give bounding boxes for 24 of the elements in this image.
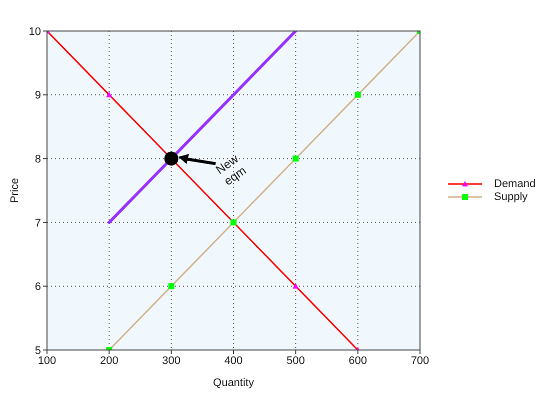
point bbox=[292, 156, 299, 162]
point bbox=[354, 92, 361, 98]
point bbox=[106, 92, 112, 98]
y-tick-label: 6 bbox=[34, 281, 41, 294]
y-tick-label: 10 bbox=[28, 26, 41, 38]
x-tick-label: 500 bbox=[286, 354, 305, 367]
annotation: New eqm bbox=[213, 152, 249, 188]
x-tick-label: 200 bbox=[100, 354, 118, 367]
x-tick-label: 700 bbox=[410, 354, 430, 367]
y-tick-label: 9 bbox=[34, 90, 41, 102]
y-axis-title: Price bbox=[8, 178, 21, 204]
legend-label: Demand bbox=[494, 178, 536, 190]
x-tick-label: 300 bbox=[162, 354, 181, 367]
y-tick-label: 7 bbox=[34, 217, 41, 230]
y-tick-label: 5 bbox=[34, 344, 41, 357]
point bbox=[292, 283, 299, 289]
x-tick-label: 100 bbox=[38, 354, 56, 367]
x-tick-label: 600 bbox=[348, 354, 368, 367]
x-tick-label: 400 bbox=[224, 354, 243, 367]
x-axis-title: Quantity bbox=[213, 377, 254, 389]
legend-label: Supply bbox=[494, 191, 528, 203]
y-tick-label: 8 bbox=[34, 154, 41, 166]
point bbox=[168, 283, 174, 290]
point bbox=[164, 152, 178, 166]
